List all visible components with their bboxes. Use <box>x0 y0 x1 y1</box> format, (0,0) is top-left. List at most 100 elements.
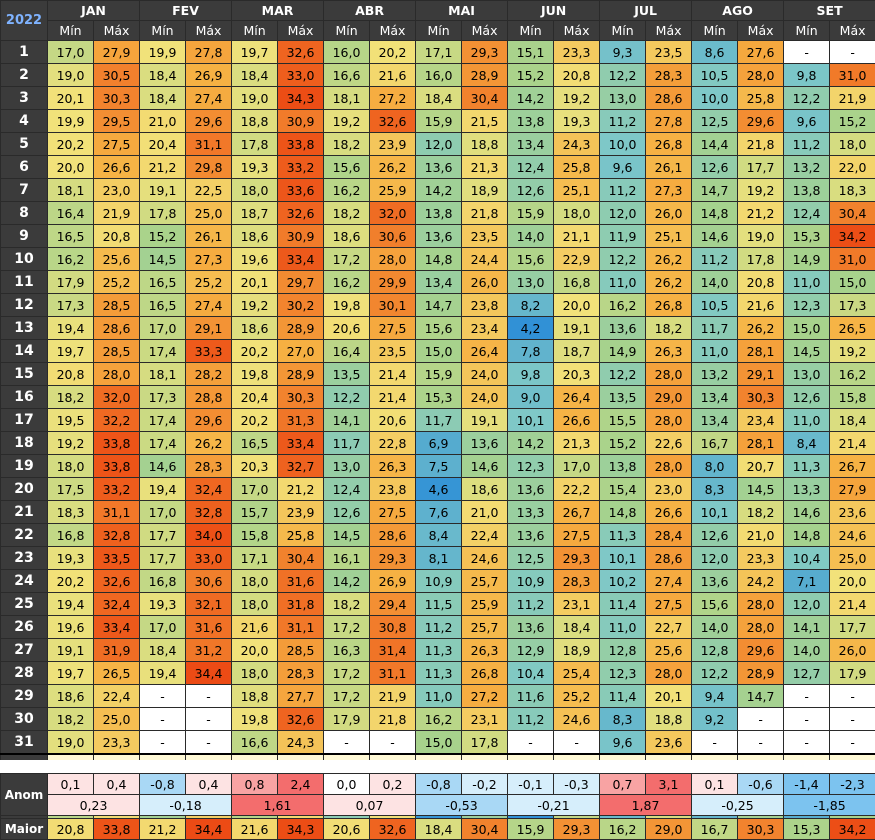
min-temp-cell: 19,3 <box>232 156 278 179</box>
max-temp-cell: 14,5 <box>738 478 784 501</box>
max-temp-cell: 26,2 <box>646 271 692 294</box>
min-temp-cell: 20,2 <box>232 340 278 363</box>
max-temp-cell: 21,9 <box>830 87 875 110</box>
min-temp-cell: 18,2 <box>324 593 370 616</box>
min-temp-cell: 12,7 <box>784 662 830 685</box>
max-temp-cell: 23,4 <box>738 409 784 432</box>
min-temp-cell: 11,3 <box>416 639 462 662</box>
max-temp-cell: 31,1 <box>94 501 140 524</box>
max-temp-cell: 28,0 <box>646 662 692 685</box>
min-temp-cell: 4,6 <box>416 478 462 501</box>
min-temp-cell: 9,4 <box>692 685 738 708</box>
day-label: 18 <box>1 432 48 455</box>
max-temp-cell: 26,9 <box>370 570 416 593</box>
max-temp-cell: 32,2 <box>94 409 140 432</box>
min-temp-cell: 15,9 <box>416 363 462 386</box>
day-label: 17 <box>1 409 48 432</box>
min-temp-cell: 17,9 <box>324 708 370 731</box>
min-temp-cell: 10,0 <box>600 133 646 156</box>
min-temp-cell: 15,0 <box>416 731 462 755</box>
max-temp-cell: 28,2 <box>186 363 232 386</box>
max-temp-cell: 32,7 <box>278 455 324 478</box>
min-temp-cell: 20,4 <box>232 386 278 409</box>
anom-cell: 0,7 <box>600 774 646 795</box>
max-temp-cell: 21,4 <box>830 593 875 616</box>
max-temp-cell: 21,0 <box>738 524 784 547</box>
max-temp-cell: 28,5 <box>278 639 324 662</box>
max-temp-cell: 28,9 <box>738 662 784 685</box>
min-temp-cell: 19,7 <box>48 340 94 363</box>
min-temp-cell: 7,6 <box>416 501 462 524</box>
anom-cell: -0,6 <box>738 774 784 795</box>
min-temp-cell: 11,2 <box>600 110 646 133</box>
maior-label: Maior <box>1 819 48 840</box>
anom-cell: 2,4 <box>278 774 324 795</box>
max-temp-cell: 29,1 <box>186 317 232 340</box>
max-temp-cell: 29,5 <box>94 110 140 133</box>
max-temp-cell: 23,0 <box>646 478 692 501</box>
min-temp-cell: 18,6 <box>232 317 278 340</box>
max-temp-cell: 22,4 <box>94 685 140 708</box>
max-temp-cell: 20,0 <box>830 570 875 593</box>
min-temp-cell: 18,4 <box>140 64 186 87</box>
min-temp-cell: - <box>140 708 186 731</box>
maior-cell: 29,3 <box>554 819 600 840</box>
min-temp-cell: - <box>508 731 554 755</box>
day-label: 11 <box>1 271 48 294</box>
max-temp-cell: - <box>830 685 875 708</box>
max-temp-cell: 17,9 <box>830 662 875 685</box>
anom-mean-cell: -0,21 <box>508 795 600 816</box>
max-header: Máx <box>94 21 140 41</box>
max-temp-cell: 29,0 <box>646 386 692 409</box>
min-temp-cell: 14,8 <box>416 248 462 271</box>
max-temp-cell: 18,6 <box>462 478 508 501</box>
max-temp-cell: 33,4 <box>278 248 324 271</box>
max-temp-cell: 22,8 <box>370 432 416 455</box>
max-temp-cell: 28,5 <box>94 340 140 363</box>
min-temp-cell: 16,7 <box>692 432 738 455</box>
max-temp-cell: 26,4 <box>462 340 508 363</box>
month-header: JUN <box>508 1 600 21</box>
max-temp-cell: 25,0 <box>830 547 875 570</box>
max-temp-cell: 22,6 <box>646 432 692 455</box>
max-temp-cell: 31,1 <box>186 133 232 156</box>
min-temp-cell: 13,2 <box>784 156 830 179</box>
max-temp-cell: 30,4 <box>462 87 508 110</box>
max-temp-cell: 32,6 <box>94 570 140 593</box>
min-temp-cell: 10,1 <box>508 409 554 432</box>
min-temp-cell: 13,4 <box>692 409 738 432</box>
min-temp-cell: - <box>784 685 830 708</box>
min-temp-cell: 16,2 <box>48 248 94 271</box>
max-temp-cell: 31,1 <box>370 662 416 685</box>
max-temp-cell: 24,0 <box>462 363 508 386</box>
min-temp-cell: 19,9 <box>140 41 186 64</box>
anom-cell: -0,8 <box>140 774 186 795</box>
min-temp-cell: - <box>324 731 370 755</box>
max-temp-cell: 31,0 <box>830 64 875 87</box>
min-temp-cell: 13,0 <box>324 455 370 478</box>
max-temp-cell: 23,5 <box>370 340 416 363</box>
min-temp-cell: 12,2 <box>324 386 370 409</box>
min-temp-cell: 18,0 <box>232 662 278 685</box>
anom-cell: 0,8 <box>232 774 278 795</box>
min-temp-cell: 13,4 <box>692 386 738 409</box>
max-temp-cell: 31,0 <box>830 248 875 271</box>
min-temp-cell: 10,5 <box>692 64 738 87</box>
max-temp-cell: 26,6 <box>646 501 692 524</box>
min-temp-cell: 15,6 <box>508 248 554 271</box>
min-temp-cell: 16,8 <box>48 524 94 547</box>
min-temp-cell: 17,3 <box>140 386 186 409</box>
min-temp-cell: 8,2 <box>508 294 554 317</box>
min-temp-cell: 15,5 <box>600 409 646 432</box>
min-temp-cell: 11,9 <box>600 225 646 248</box>
anom-mean-cell: -1,85 <box>784 795 875 816</box>
min-temp-cell: 10,1 <box>600 547 646 570</box>
max-temp-cell: - <box>186 685 232 708</box>
max-temp-cell: 23,0 <box>94 179 140 202</box>
